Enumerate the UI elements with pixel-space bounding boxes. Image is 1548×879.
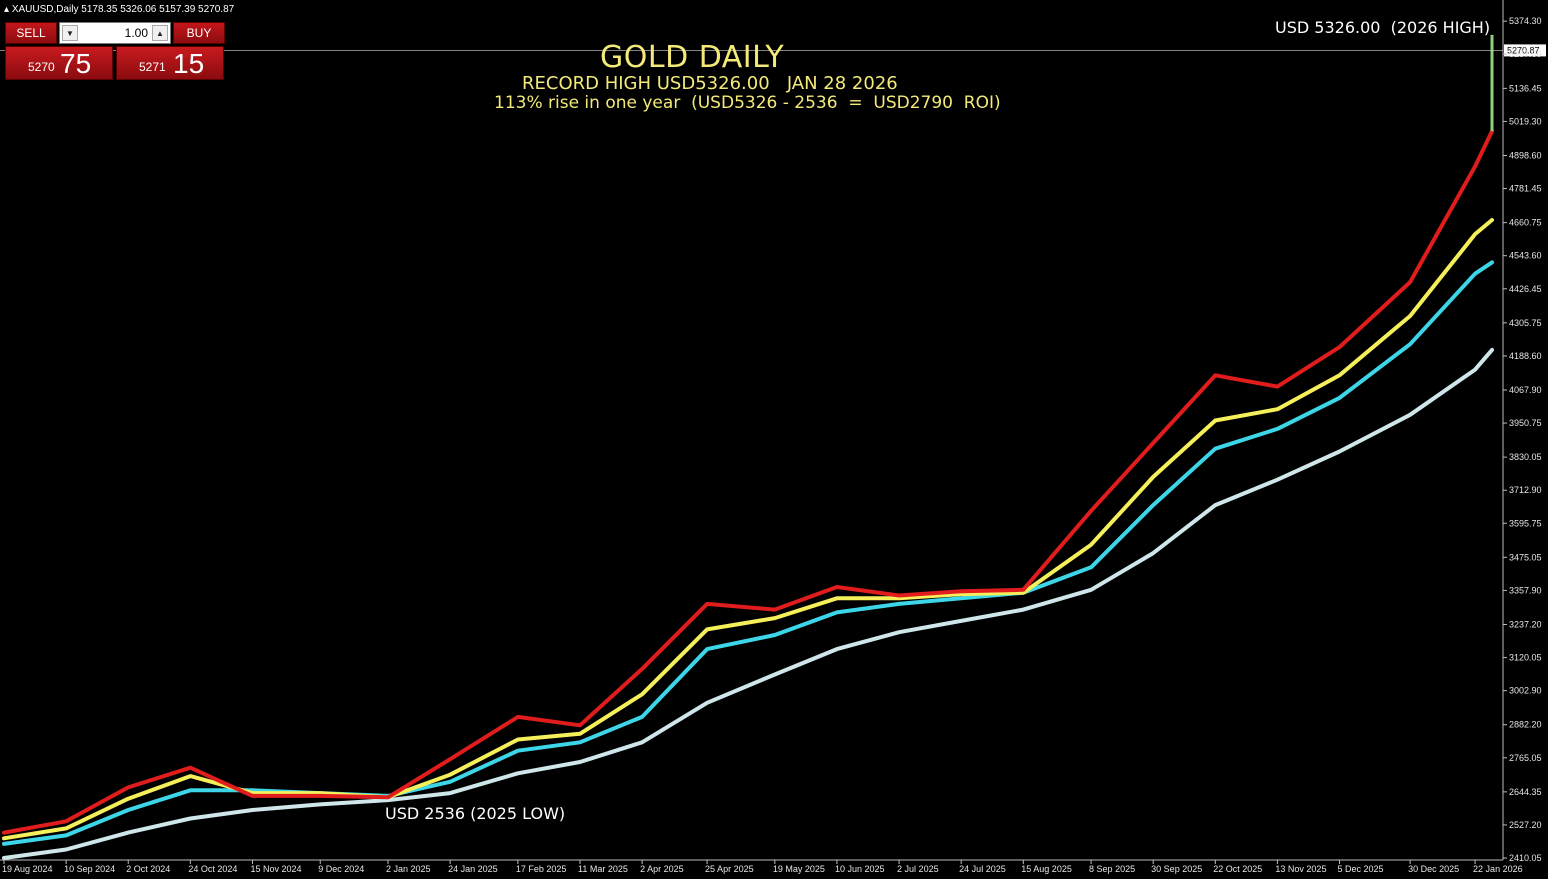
y-tick-label: 4660.75 (1509, 218, 1542, 228)
x-tick-label: 30 Sep 2025 (1151, 864, 1202, 874)
y-axis: 5374.30 5257.60 5136.45 5019.30 4898.60 4781.… (1502, 0, 1542, 863)
x-tick-label: 15 Aug 2025 (1021, 864, 1072, 874)
ohlc-values: 5178.35 5326.06 5157.39 5270.87 (81, 4, 235, 15)
x-axis: 19 Aug 2024 10 Sep 2024 2 Oct 2024 24 Oct 2… (0, 859, 1523, 874)
y-tick-label: 2644.35 (1509, 787, 1542, 797)
symbol-name: XAUUSD,Daily (11, 4, 79, 15)
series-line (2, 347, 1494, 860)
series-line (2, 129, 1494, 835)
y-tick-label: 3120.05 (1509, 653, 1542, 663)
buy-price-digits: 15 (173, 48, 205, 79)
triangle-icon: ▴ (4, 4, 10, 15)
y-tick-label: 3712.90 (1509, 485, 1542, 495)
x-tick-label: 8 Sep 2025 (1089, 864, 1135, 874)
lot-size-field: ▼ ▲ (59, 22, 171, 44)
current-price-tag (1504, 44, 1546, 57)
y-tick-label: 5257.60 (1509, 49, 1542, 59)
y-tick-label: 4543.60 (1509, 251, 1542, 261)
annotation-2025-low: USD 2536 (2025 LOW) (385, 804, 566, 823)
x-tick-label: 24 Oct 2024 (188, 864, 237, 874)
x-tick-label: 2 Oct 2024 (126, 864, 170, 874)
current-price-label: 5270.87 (1507, 45, 1540, 55)
x-tick-label: 11 Mar 2025 (578, 864, 628, 874)
x-tick-label: 24 Jan 2025 (448, 864, 498, 874)
y-tick-label: 3830.05 (1509, 452, 1542, 462)
y-tick-label: 5374.30 (1509, 16, 1542, 26)
y-tick-label: 5019.30 (1509, 116, 1542, 126)
buy-price-box[interactable]: 5271 15 (116, 46, 224, 80)
y-tick-label: 2882.20 (1509, 720, 1542, 730)
x-tick-label: 24 Jul 2025 (959, 864, 1006, 874)
chart-subtitle-rise: 113% rise in one year (USD5326 - 2536 = … (494, 93, 1001, 113)
buy-button[interactable]: BUY (173, 22, 225, 44)
y-tick-label: 4426.45 (1509, 284, 1542, 294)
sell-price-digits: 75 (60, 48, 92, 79)
y-tick-label: 3237.20 (1509, 619, 1542, 629)
series-line (2, 218, 1494, 841)
y-tick-label: 2410.05 (1509, 853, 1542, 863)
y-tick-label: 3595.75 (1509, 518, 1542, 528)
x-tick-label: 5 Dec 2025 (1338, 864, 1384, 874)
x-tick-label: 10 Jun 2025 (835, 864, 885, 874)
x-tick-label: 19 Aug 2024 (2, 864, 53, 874)
sell-button[interactable]: SELL (5, 22, 57, 44)
current-price-line: 5270.87 (0, 44, 1546, 57)
x-tick-label: 17 Feb 2025 (516, 864, 567, 874)
x-tick-label: 22 Oct 2025 (1213, 864, 1262, 874)
y-tick-label: 4781.45 (1509, 184, 1542, 194)
chart-subtitle-record-high: RECORD HIGH USD5326.00 JAN 28 2026 (522, 73, 898, 94)
y-tick-label: 3475.05 (1509, 552, 1542, 562)
x-tick-label: 25 Apr 2025 (705, 864, 754, 874)
y-tick-label: 4067.90 (1509, 385, 1542, 395)
x-tick-label: 30 Dec 2025 (1408, 864, 1459, 874)
x-tick-label: 2 Jul 2025 (897, 864, 939, 874)
x-tick-label: 2 Jan 2025 (386, 864, 431, 874)
y-tick-label: 5136.45 (1509, 83, 1542, 93)
moving-average-lines (2, 129, 1494, 860)
y-tick-label: 4188.60 (1509, 351, 1542, 361)
annotation-2026-high: USD 5326.00 (2026 HIGH) (1275, 18, 1491, 37)
sell-price-prefix: 5270 (28, 60, 55, 74)
y-tick-label: 3950.75 (1509, 418, 1542, 428)
symbol-info-bar: ▴ XAUUSD,Daily 5178.35 5326.06 5157.39 5… (4, 4, 234, 15)
x-tick-label: 9 Dec 2024 (318, 864, 364, 874)
x-tick-label: 15 Nov 2024 (250, 864, 301, 874)
sell-price-box[interactable]: 5270 75 (5, 46, 113, 80)
one-click-trading-panel: SELL ▼ ▲ BUY 5270 75 5271 15 (5, 21, 225, 81)
y-tick-label: 2527.20 (1509, 820, 1542, 830)
x-tick-label: 2 Apr 2025 (640, 864, 684, 874)
x-tick-label: 22 Jan 2026 (1473, 864, 1523, 874)
y-tick-label: 4898.60 (1509, 150, 1542, 160)
series-line (2, 260, 1494, 846)
lot-size-input[interactable] (80, 25, 148, 41)
y-tick-label: 3002.90 (1509, 686, 1542, 696)
y-tick-label: 4305.75 (1509, 318, 1542, 328)
chart-title: GOLD DAILY (600, 40, 785, 75)
buy-price-prefix: 5271 (139, 60, 166, 74)
y-tick-label: 2765.05 (1509, 753, 1542, 763)
lot-increase-icon[interactable]: ▲ (152, 25, 168, 41)
x-tick-label: 19 May 2025 (773, 864, 825, 874)
x-tick-label: 10 Sep 2024 (64, 864, 115, 874)
y-tick-label: 3357.90 (1509, 585, 1542, 595)
lot-decrease-icon[interactable]: ▼ (62, 25, 78, 41)
x-tick-label: 13 Nov 2025 (1275, 864, 1326, 874)
